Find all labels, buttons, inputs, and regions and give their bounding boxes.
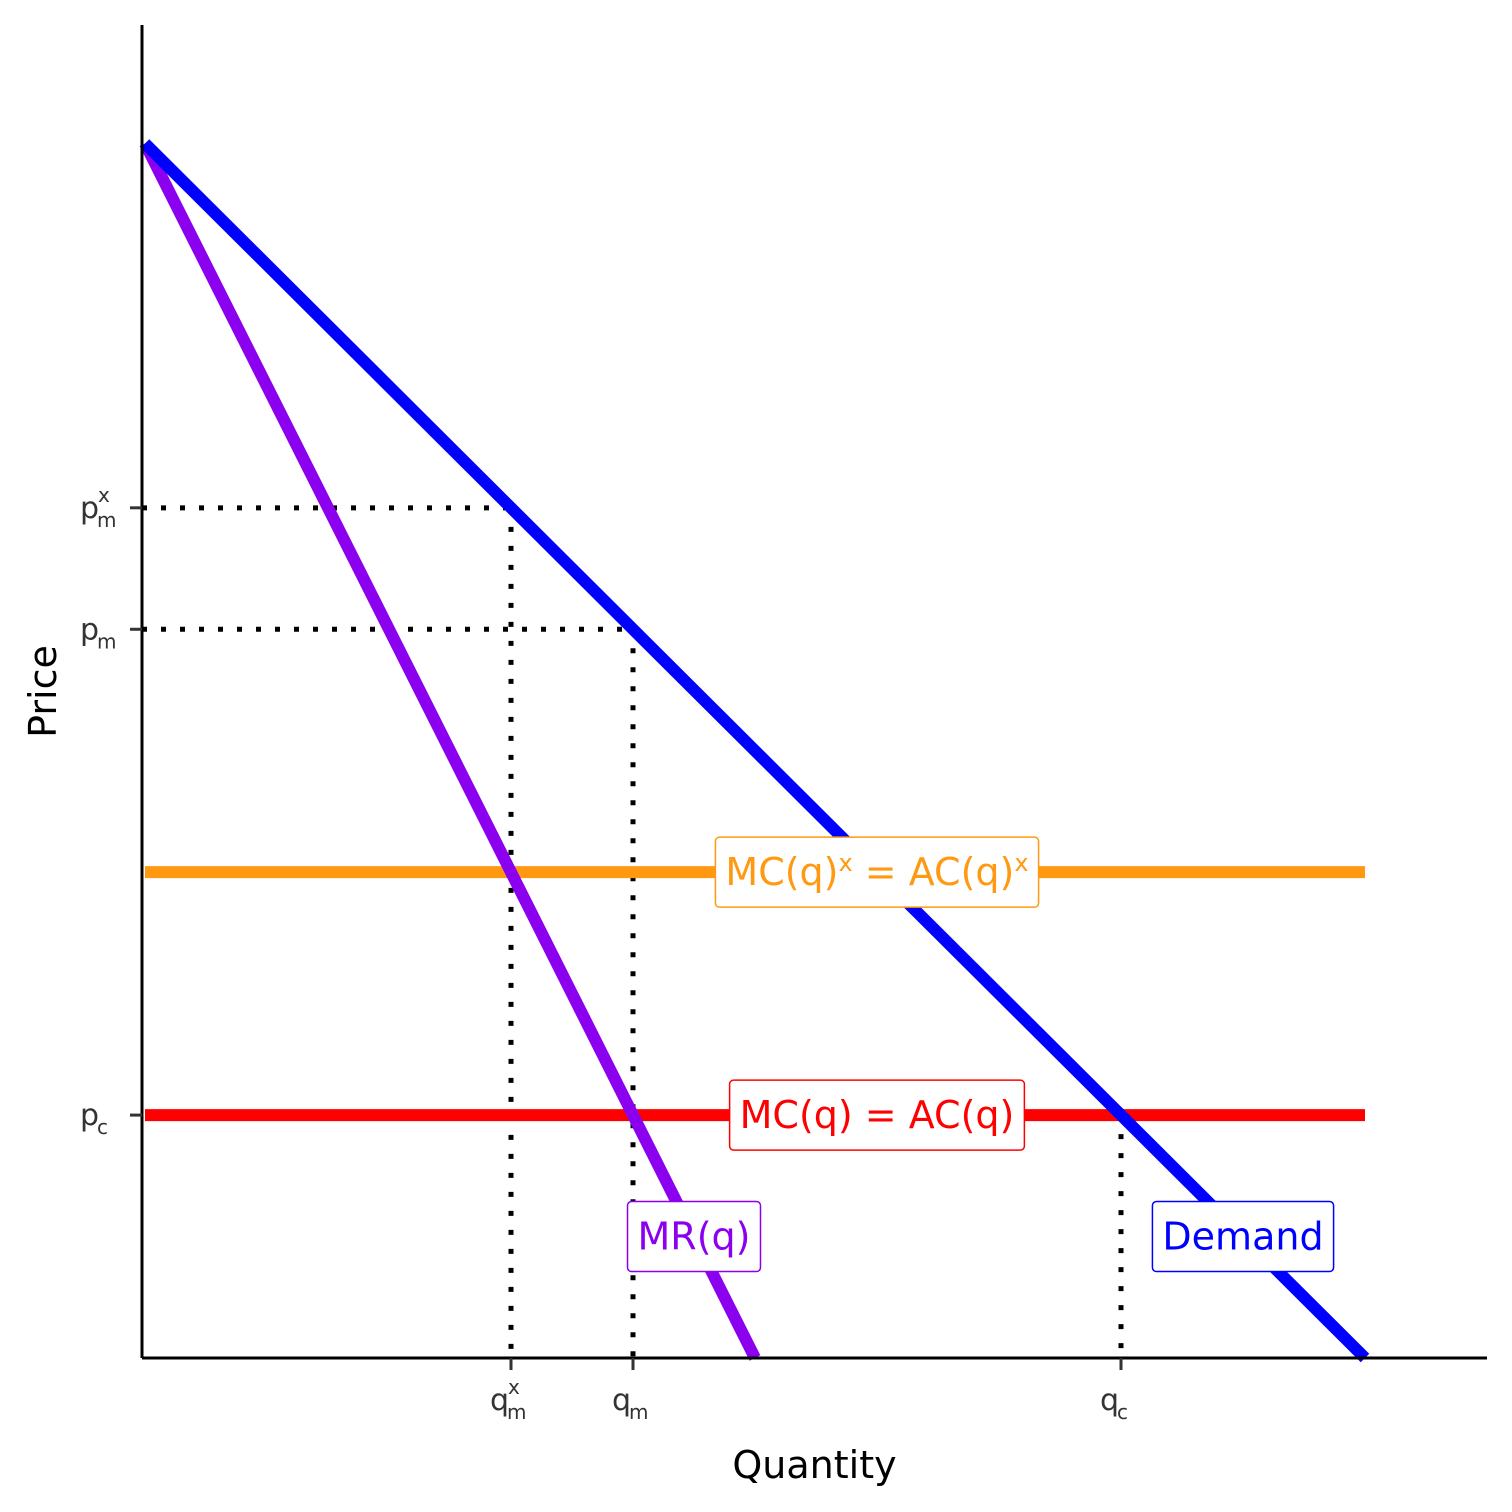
series-label-box-mc bbox=[728, 1079, 1026, 1151]
y-tick-label-1-sup: x bbox=[98, 483, 110, 507]
y-axis-title: Price bbox=[21, 645, 65, 738]
y-tick-label-2-main: p bbox=[80, 612, 99, 647]
y-tick-label-2: pm bbox=[80, 612, 116, 653]
series-labels: MC(q)x = AC(q)xMC(q) = AC(q)MR(q) Demand bbox=[626, 836, 1335, 1273]
series-label-part-mc-3: = bbox=[853, 1093, 909, 1137]
series-label-mcx: MC(q)x = AC(q)x bbox=[714, 836, 1040, 908]
series-label-box-mcx bbox=[714, 836, 1040, 908]
series-label-demand: Demand bbox=[1151, 1200, 1335, 1273]
x-tick-label-1-main: q bbox=[490, 1383, 509, 1418]
series-label-part-mc-5: (q) bbox=[961, 1093, 1015, 1137]
series-label-part-mcx-4: = bbox=[853, 850, 909, 894]
y-tick-label-1-sub: m bbox=[97, 508, 116, 532]
y-tick-label-3-main: p bbox=[80, 1098, 99, 1133]
series-label-text-mc: MC(q) = AC(q) bbox=[740, 1093, 1015, 1137]
series-label-part-demand-1: Demand bbox=[1162, 1215, 1323, 1259]
series-label-part-mcx-7: x bbox=[1014, 849, 1028, 877]
series-label-part-mcx-2: (q) bbox=[785, 850, 839, 894]
series-line-mr-q bbox=[139, 140, 761, 1361]
y-tick-label-1-main: p bbox=[80, 491, 99, 526]
y-tick-label-1: pmx bbox=[80, 483, 116, 532]
axes bbox=[140, 25, 1487, 1360]
series-label-mr: MR(q) bbox=[626, 1200, 762, 1273]
x-tick-label-1-sub: m bbox=[507, 1400, 526, 1424]
series-label-part-mcx-1: MC bbox=[725, 850, 784, 894]
series-label-part-mr-2: (q) bbox=[697, 1215, 751, 1259]
x-tick-label-1: qmx bbox=[490, 1375, 526, 1424]
x-tick-label-3-main: q bbox=[1100, 1383, 1119, 1418]
x-axis-title: Quantity bbox=[732, 1443, 896, 1487]
x-tick-label-3: qc bbox=[1100, 1383, 1128, 1424]
x-tick-label-2: qm bbox=[612, 1383, 648, 1424]
x-tick-label-3-sub: c bbox=[1117, 1400, 1128, 1424]
series-line-demand bbox=[140, 139, 1370, 1363]
series-label-box-mr bbox=[626, 1200, 762, 1273]
series-label-text-mcx: MC(q)x = AC(q)x bbox=[725, 849, 1028, 894]
y-tick-label-2-sub: m bbox=[97, 629, 116, 653]
series-label-text-demand: Demand bbox=[1162, 1215, 1323, 1259]
y-tick-label-3-sub: c bbox=[97, 1115, 108, 1139]
series-label-box-demand bbox=[1151, 1200, 1335, 1273]
series-label-text-mr: MR(q) bbox=[638, 1215, 751, 1259]
x-tick-label-1-sup: x bbox=[508, 1375, 520, 1399]
series-label-part-mcx-6: (q) bbox=[961, 850, 1015, 894]
x-tick-label-2-sub: m bbox=[629, 1400, 648, 1424]
series-label-part-mc-2: (q) bbox=[799, 1093, 853, 1137]
series-label-part-mr-1: MR bbox=[638, 1215, 697, 1259]
series-label-part-mcx-5: AC bbox=[909, 850, 961, 894]
y-tick-label-3: pc bbox=[80, 1098, 108, 1139]
series-label-part-mcx-3: x bbox=[839, 849, 853, 877]
x-tick-label-2-main: q bbox=[612, 1383, 631, 1418]
series-label-part-mc-4: AC bbox=[909, 1093, 961, 1137]
series-lines bbox=[139, 139, 1370, 1363]
series-label-mc: MC(q) = AC(q) bbox=[728, 1079, 1026, 1151]
guide-lines bbox=[142, 505, 1124, 1358]
series-label-part-mc-1: MC bbox=[740, 1093, 799, 1137]
